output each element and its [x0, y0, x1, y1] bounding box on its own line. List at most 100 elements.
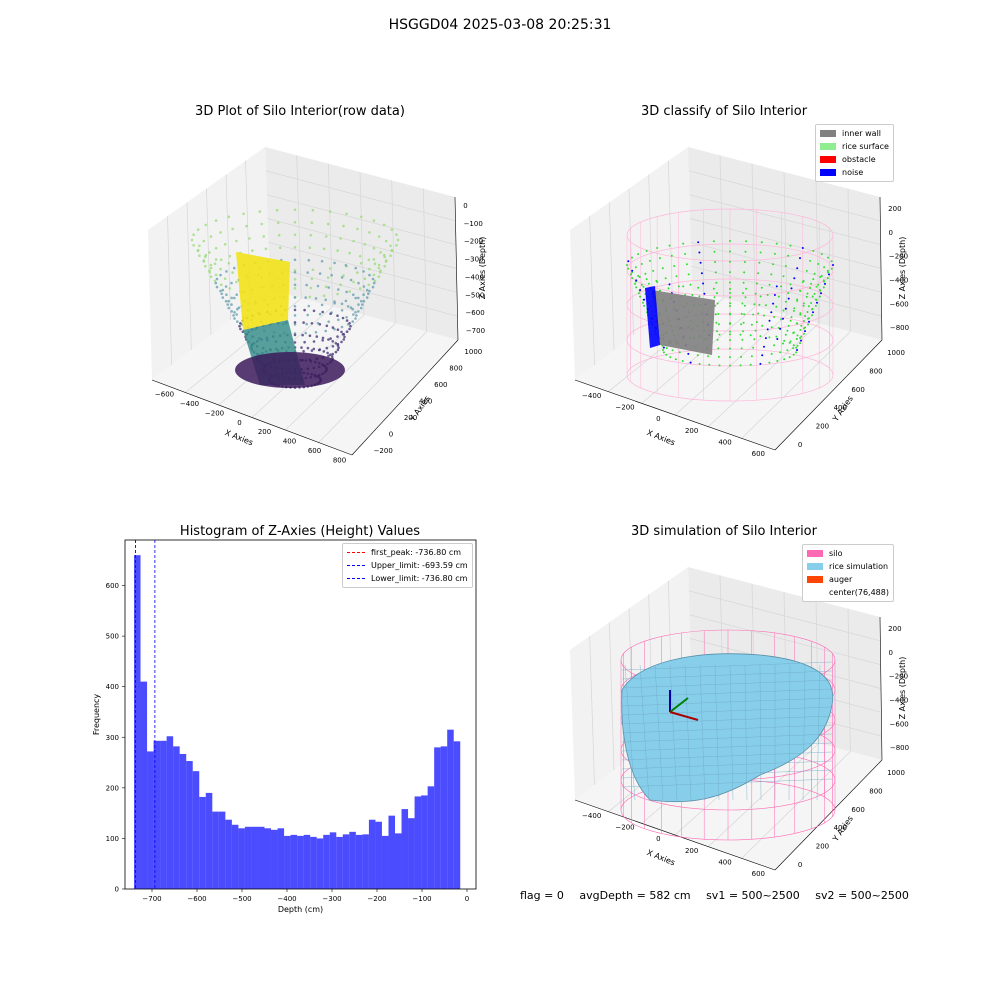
point [372, 273, 376, 277]
point [363, 243, 367, 246]
legend-swatch [807, 563, 823, 570]
point [699, 261, 702, 264]
flag-text: flag = 0 [520, 889, 564, 902]
point [213, 262, 217, 266]
legend-item: first_peak: -736.80 cm [347, 546, 468, 559]
point [750, 323, 753, 326]
point [761, 324, 764, 327]
point [729, 271, 731, 274]
point [301, 333, 304, 337]
point [631, 256, 633, 259]
point [678, 351, 681, 354]
point [729, 250, 731, 253]
point [356, 271, 359, 274]
mesh-line [621, 751, 833, 761]
grid-line [608, 622, 615, 771]
y-tick-label: −200 [374, 447, 393, 455]
point [312, 340, 316, 343]
point [811, 314, 813, 317]
point [802, 279, 805, 282]
histogram-bar [140, 681, 148, 889]
point [759, 362, 762, 365]
point [684, 252, 687, 255]
point [333, 300, 336, 303]
point [647, 282, 650, 285]
y-tick-label: 400 [106, 683, 119, 691]
point [832, 264, 834, 266]
sv2-text: sv2 = 500~2500 [815, 889, 909, 902]
point [820, 274, 823, 277]
x-tick-label: −200 [615, 404, 634, 412]
point [715, 281, 718, 284]
point [260, 222, 264, 226]
point [293, 271, 297, 274]
mesh-line [654, 664, 664, 801]
point [782, 342, 784, 345]
point [336, 249, 339, 252]
point [209, 266, 213, 270]
point [190, 238, 194, 242]
legend-line [347, 578, 365, 579]
point [643, 298, 646, 301]
point [814, 298, 817, 301]
point [321, 336, 325, 340]
point [334, 342, 338, 345]
y-tick-label: 600 [851, 386, 864, 394]
point [729, 356, 731, 359]
point [352, 239, 355, 243]
point [631, 277, 634, 280]
point [221, 296, 225, 299]
point [293, 323, 297, 326]
point [321, 310, 325, 314]
point [293, 296, 297, 299]
point [761, 354, 764, 357]
point [379, 251, 382, 254]
point [309, 233, 313, 237]
point [674, 358, 677, 361]
z-tick-label: −600 [890, 720, 909, 728]
point [258, 210, 262, 213]
point [354, 266, 358, 270]
y-tick-label: 400 [419, 398, 432, 406]
point [293, 233, 297, 237]
point [792, 347, 795, 350]
point [745, 287, 748, 290]
point [795, 338, 798, 340]
point [345, 212, 348, 216]
point [812, 278, 815, 281]
point [796, 299, 799, 302]
point [668, 283, 671, 286]
histogram-bar [290, 834, 298, 889]
point [208, 271, 212, 274]
point [780, 318, 783, 321]
x-tick-label: 800 [333, 456, 346, 464]
point [224, 299, 228, 303]
panel4-title: 3D simulation of Silo Interior [631, 524, 817, 539]
grid-line [589, 216, 595, 366]
point [773, 344, 776, 347]
z-tick-label: −800 [890, 324, 909, 332]
point [209, 263, 213, 267]
point [815, 285, 818, 288]
point [804, 315, 807, 317]
point [378, 271, 382, 274]
point [361, 303, 364, 306]
point [759, 335, 762, 338]
point [362, 299, 366, 303]
histogram-bar [408, 818, 415, 889]
point [336, 328, 340, 332]
point [810, 282, 813, 285]
x-tick-label: 200 [258, 428, 271, 436]
point [348, 290, 352, 293]
point [310, 221, 314, 224]
point [635, 286, 638, 289]
point [324, 235, 328, 238]
point [293, 308, 297, 312]
point [215, 277, 219, 281]
point [766, 328, 769, 331]
point [235, 313, 238, 316]
point [357, 281, 360, 285]
point [303, 340, 306, 344]
x-tick-label: 400 [283, 438, 296, 446]
